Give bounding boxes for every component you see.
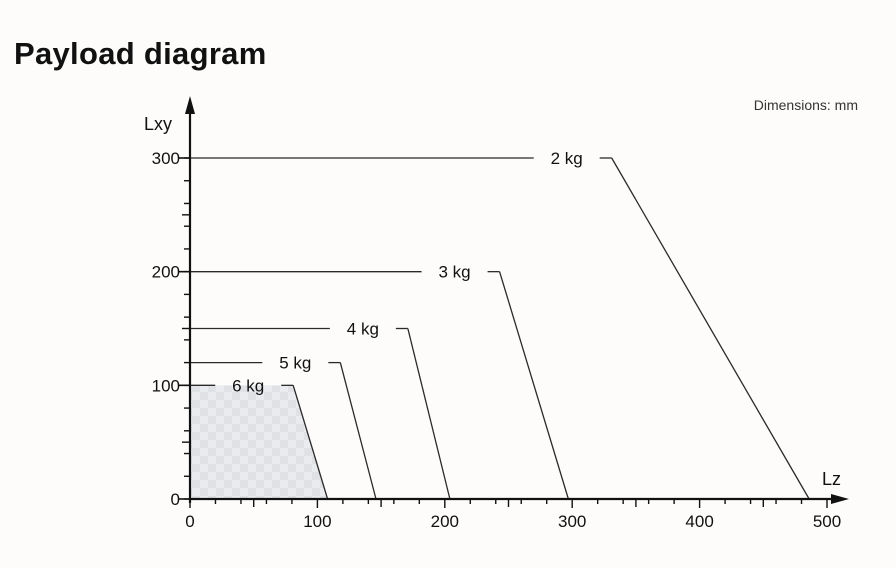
- series-label-4-kg: 4 kg: [347, 320, 379, 339]
- y-tick-label: 200: [152, 263, 180, 282]
- x-tick-label: 500: [813, 512, 841, 531]
- series-line-6-kg-slope: [292, 385, 329, 500]
- series-line-3-kg-slope: [498, 271, 570, 500]
- x-tick-label: 100: [303, 512, 331, 531]
- y-tick-label: 300: [152, 149, 180, 168]
- x-axis-label: Lz: [822, 469, 841, 489]
- x-tick-label: 200: [431, 512, 459, 531]
- series-line-2-kg-slope: [611, 157, 810, 500]
- series-label-6-kg: 6 kg: [232, 376, 264, 395]
- safe-region-fill: [190, 385, 328, 499]
- series-group: 2 kg 3 kg 4 kg 5 kg 6 kg: [190, 149, 810, 500]
- ticks-group: 0 100 200 300 400 500 0 100 200 300: [152, 149, 842, 531]
- series-line-5-kg-slope: [339, 362, 377, 500]
- y-axis-label: Lxy: [144, 114, 172, 134]
- x-axis-arrow: [831, 494, 849, 504]
- series-label-3-kg: 3 kg: [439, 263, 471, 282]
- y-axis-arrow: [185, 96, 195, 114]
- safe-region: [190, 385, 328, 499]
- axes-group: [185, 96, 849, 504]
- series-label-2-kg: 2 kg: [551, 149, 583, 168]
- dimensions-note: Dimensions: mm: [754, 97, 858, 113]
- x-tick-label: 0: [185, 512, 194, 531]
- y-tick-label: 0: [171, 490, 180, 509]
- series-line-4-kg-slope: [407, 328, 451, 500]
- x-tick-label: 300: [558, 512, 586, 531]
- x-tick-label: 400: [685, 512, 713, 531]
- page-title: Payload diagram: [14, 36, 267, 71]
- y-tick-label: 100: [152, 376, 180, 395]
- series-label-5-kg: 5 kg: [279, 354, 311, 373]
